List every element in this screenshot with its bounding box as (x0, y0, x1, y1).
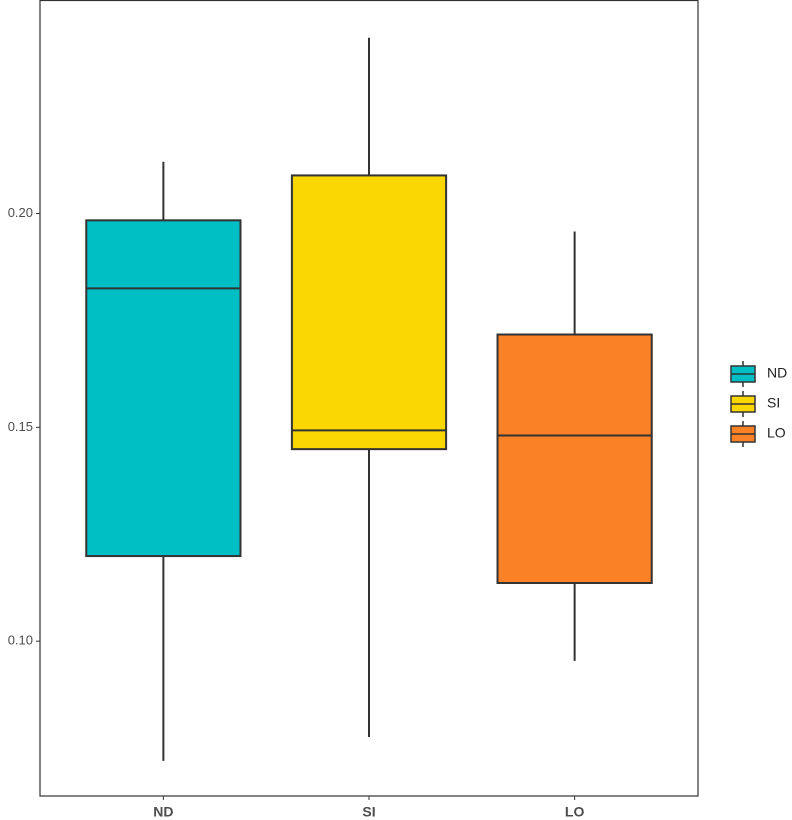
legend-label: LO (767, 425, 786, 441)
y-tick-label: 0.20 (8, 205, 33, 220)
legend-label: ND (767, 365, 787, 381)
x-tick-label: SI (362, 804, 375, 820)
box (290, 174, 448, 451)
box (85, 219, 242, 558)
y-tick-label: 0.10 (8, 633, 33, 648)
legend-label: SI (767, 395, 780, 411)
y-tick-label: 0.15 (8, 419, 33, 434)
x-tick-label: LO (565, 804, 585, 820)
x-tick-label: ND (153, 804, 173, 820)
box (496, 333, 653, 585)
